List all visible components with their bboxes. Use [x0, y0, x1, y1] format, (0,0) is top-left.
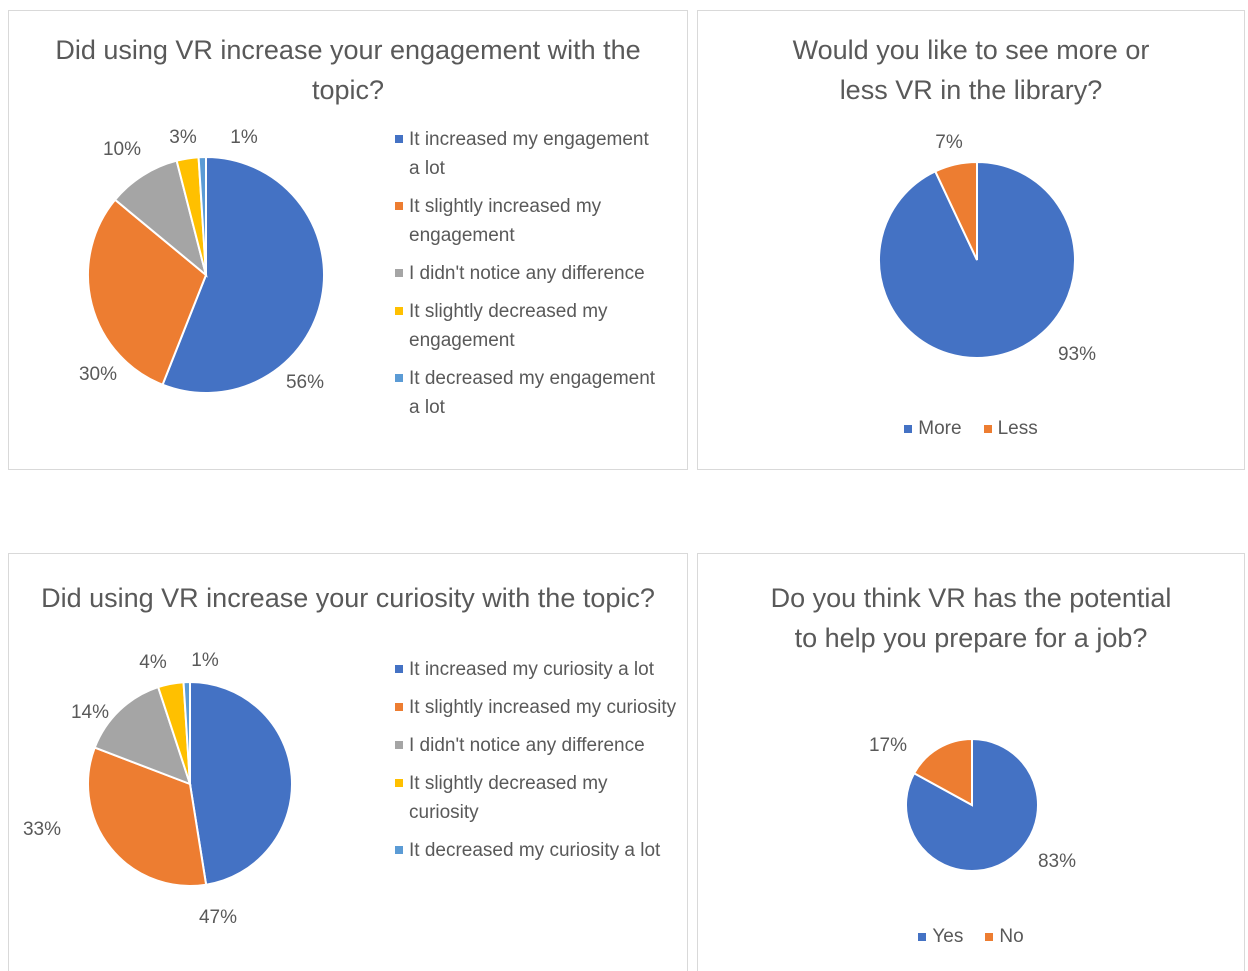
data-label: 7% [935, 132, 963, 153]
legend-swatch [395, 741, 403, 749]
legend-item: It decreased my engagement a lot [395, 364, 657, 422]
legend-label: It slightly decreased my engagement [409, 301, 608, 351]
legend-swatch [395, 665, 403, 673]
data-label: 14% [71, 702, 109, 723]
data-label: 30% [79, 364, 117, 385]
pie-slice [87, 746, 208, 887]
legend-swatch [395, 135, 403, 143]
pie-slice [905, 737, 1039, 872]
pie-slice [87, 198, 208, 387]
legend-label: It decreased my engagement a lot [409, 368, 656, 418]
pie-slice [189, 680, 293, 886]
legend: It increased my curiosity a lot It slight… [395, 655, 680, 874]
legend-label: I didn't notice any difference [409, 735, 645, 756]
data-label: 33% [23, 819, 61, 840]
chart-title: Do you think VR has the potential to hel… [770, 583, 1172, 653]
data-label: 47% [199, 907, 237, 928]
legend-label: Less [997, 418, 1038, 439]
pie-slice [197, 155, 207, 276]
legend-item: No [985, 922, 1024, 951]
legend-item: More [904, 414, 962, 443]
legend: It increased my engagement a lot It sligh… [395, 125, 657, 431]
legend-swatch [395, 374, 403, 382]
legend-item: I didn't notice any difference [395, 259, 657, 288]
legend-item: I didn't notice any difference [395, 731, 680, 760]
pie-slice [933, 160, 978, 261]
chart-title: Would you like to see more or less VR in… [792, 35, 1150, 105]
pie-slice [912, 737, 973, 807]
legend-item: It decreased my curiosity a lot [395, 836, 680, 865]
pie-slice [182, 680, 191, 785]
legend-label: It increased my curiosity a lot [409, 659, 654, 680]
legend-swatch [395, 846, 403, 854]
legend-swatch [983, 425, 992, 433]
data-label: 1% [191, 650, 219, 671]
data-label: 1% [230, 127, 258, 148]
pie-slice [93, 685, 192, 786]
legend-item: Less [983, 414, 1038, 443]
legend-item: Yes [918, 922, 963, 951]
legend-label: I didn't notice any difference [409, 263, 645, 284]
legend-label: Yes [932, 926, 964, 947]
legend-swatch [395, 779, 403, 787]
chart-title: Did using VR increase your curiosity wit… [41, 583, 655, 613]
legend-label: No [999, 926, 1024, 947]
legend-label: More [918, 418, 962, 439]
data-label: 4% [139, 652, 167, 673]
data-label: 93% [1058, 344, 1096, 365]
pie-slice [161, 155, 325, 394]
data-label: 3% [169, 127, 197, 148]
legend-swatch [395, 703, 403, 711]
legend-item: It slightly decreased my curiosity [395, 769, 680, 827]
legend-swatch [395, 307, 403, 315]
legend-label: It slightly increased my curiosity [409, 697, 677, 718]
legend-item: It slightly increased my curiosity [395, 693, 680, 722]
legend-label: It slightly increased my engagement [409, 196, 602, 246]
chart-title: Did using VR increase your engagement wi… [55, 35, 641, 105]
legend-swatch [904, 425, 913, 433]
legend-item: It slightly decreased my engagement [395, 297, 657, 355]
legend-item: It increased my curiosity a lot [395, 655, 680, 684]
legend: More Less [697, 414, 1245, 443]
data-label: 83% [1038, 851, 1076, 872]
legend-label: It slightly decreased my curiosity [409, 773, 608, 823]
data-label: 10% [103, 139, 141, 160]
legend-label: It increased my engagement a lot [409, 129, 649, 179]
data-label: 56% [286, 372, 324, 393]
legend-label: It decreased my curiosity a lot [409, 840, 661, 861]
legend-item: It increased my engagement a lot [395, 125, 657, 183]
legend-item: It slightly increased my engagement [395, 192, 657, 250]
legend-swatch [985, 933, 994, 941]
legend-swatch [395, 269, 403, 277]
legend-swatch [395, 202, 403, 210]
data-label: 17% [869, 735, 907, 756]
legend-swatch [918, 933, 927, 941]
legend: Yes No [697, 922, 1245, 951]
